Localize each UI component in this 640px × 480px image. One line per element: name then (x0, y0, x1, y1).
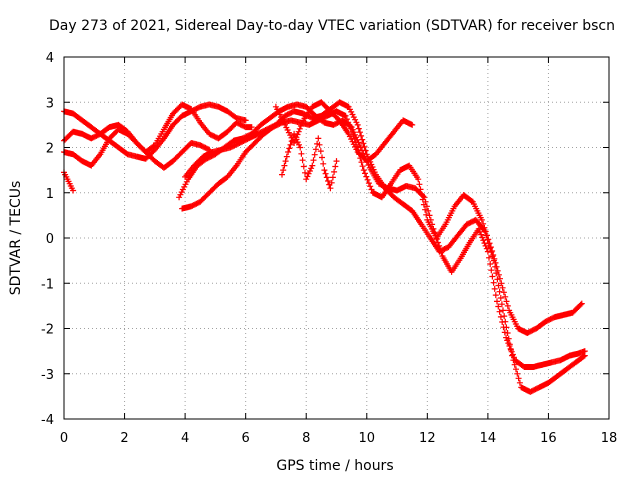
x-tick-label: 8 (302, 431, 310, 446)
y-tick-label: 2 (46, 142, 54, 157)
x-tick-label: 0 (60, 431, 68, 446)
y-tick-label: -3 (41, 368, 54, 383)
x-tick-label: 10 (359, 431, 376, 446)
y-tick-label: 1 (46, 187, 54, 202)
y-tick-label: -4 (41, 413, 54, 428)
x-tick-label: 4 (181, 431, 189, 446)
y-axis-label: SDTVAR / TECUs (8, 181, 24, 296)
x-tick-label: 12 (419, 431, 436, 446)
plot-frame (63, 56, 610, 420)
x-tick-label: 16 (540, 431, 557, 446)
y-tick-label: 4 (46, 51, 54, 66)
plus-marker-trail (182, 99, 588, 395)
y-tick-label: -1 (41, 277, 54, 292)
chart-title: Day 273 of 2021, Sidereal Day-to-day VTE… (49, 18, 615, 34)
x-tick-label: 14 (480, 431, 497, 446)
plus-marker-trail (279, 130, 340, 192)
y-tick-label: 0 (46, 232, 54, 247)
y-tick-label: 3 (46, 96, 54, 111)
sat-trace-9 (279, 130, 340, 192)
x-tick-label: 18 (601, 431, 618, 446)
sat-trace-7 (182, 99, 588, 395)
x-axis-label: GPS time / hours (276, 458, 393, 474)
x-tick-label: 6 (242, 431, 250, 446)
x-tick-label: 2 (120, 431, 128, 446)
y-tick-label: -2 (41, 323, 54, 338)
